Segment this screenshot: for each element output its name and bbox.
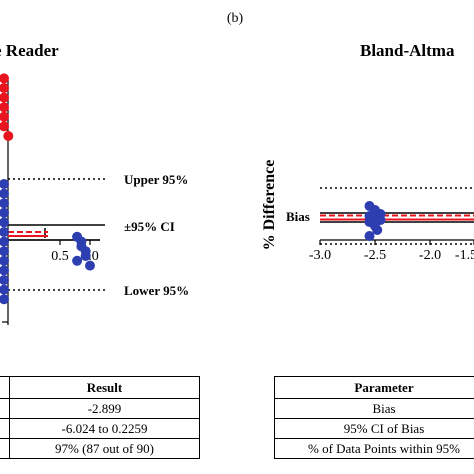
- blue-data-point: [85, 260, 95, 271]
- left-ci-label: ±95% CI: [124, 219, 175, 234]
- blue-data-point: [72, 255, 83, 266]
- results-table: Result -2.899 -6.024 to 0.2259 97% (87 o…: [0, 376, 200, 459]
- results-table-cell: 97% (87 out of 90): [9, 438, 200, 459]
- blue-data-point: [0, 207, 9, 218]
- blue-data-point: [0, 275, 9, 285]
- blue-data-point: [0, 265, 9, 276]
- blue-data-point: [0, 284, 9, 295]
- blue-data-point: [0, 236, 9, 247]
- blue-data-point: [0, 255, 9, 266]
- blue-data-point: [0, 246, 9, 257]
- blue-data-point: [0, 227, 9, 237]
- red-data-point: [0, 102, 9, 113]
- right-x-tick-label: -3.0: [309, 248, 331, 263]
- right-plot-title: Bland-Altma: [360, 41, 455, 60]
- parameter-table-cell: % of Data Points within 95%: [274, 438, 474, 459]
- blue-data-point: [0, 198, 9, 209]
- parameter-table-cell: Bias: [274, 398, 474, 419]
- left-x-tick-label: 0.5: [51, 249, 69, 264]
- right-bias-label: Bias: [286, 209, 310, 224]
- left-points: [0, 73, 95, 305]
- red-data-point: [0, 92, 9, 103]
- results-table-cell: -6.024 to 0.2259: [9, 418, 200, 439]
- left-plot-title: e Reader: [0, 41, 59, 60]
- right-x-tick-label: -2.0: [419, 248, 441, 263]
- red-data-point: [0, 111, 9, 122]
- left-upper-label: Upper 95%: [124, 172, 188, 187]
- results-table-cell: -2.899: [9, 398, 200, 419]
- right-plot: Bland-Altma % Difference Bias -3.0 -2.5 …: [261, 41, 474, 263]
- blue-data-point: [372, 225, 383, 235]
- parameter-table: Parameter Bias 95% CI of Bias % of Data …: [274, 376, 474, 459]
- results-table-header: Result: [9, 376, 200, 399]
- blue-data-point: [364, 231, 375, 241]
- left-lower-label: Lower 95%: [124, 283, 189, 298]
- right-points: [364, 201, 386, 241]
- right-y-label: % Difference: [261, 160, 278, 251]
- parameter-table-header: Parameter: [274, 376, 474, 399]
- blue-data-point: [80, 251, 91, 261]
- blue-data-point: [0, 188, 9, 199]
- blue-data-point: [0, 294, 9, 305]
- red-data-point: [0, 73, 9, 84]
- red-data-point: [0, 121, 9, 132]
- blue-data-point: [0, 217, 9, 228]
- right-x-tick-label: -2.5: [364, 248, 386, 263]
- left-plot: e Reader Upper 95% Lower 95% ±95% CI 0.5…: [0, 41, 189, 325]
- panel-label: (b): [227, 11, 244, 26]
- red-data-point: [0, 83, 9, 93]
- red-data-point: [3, 131, 14, 141]
- blue-data-point: [0, 179, 9, 189]
- parameter-table-cell: 95% CI of Bias: [274, 418, 474, 439]
- right-x-tick-label: -1.5: [455, 248, 474, 263]
